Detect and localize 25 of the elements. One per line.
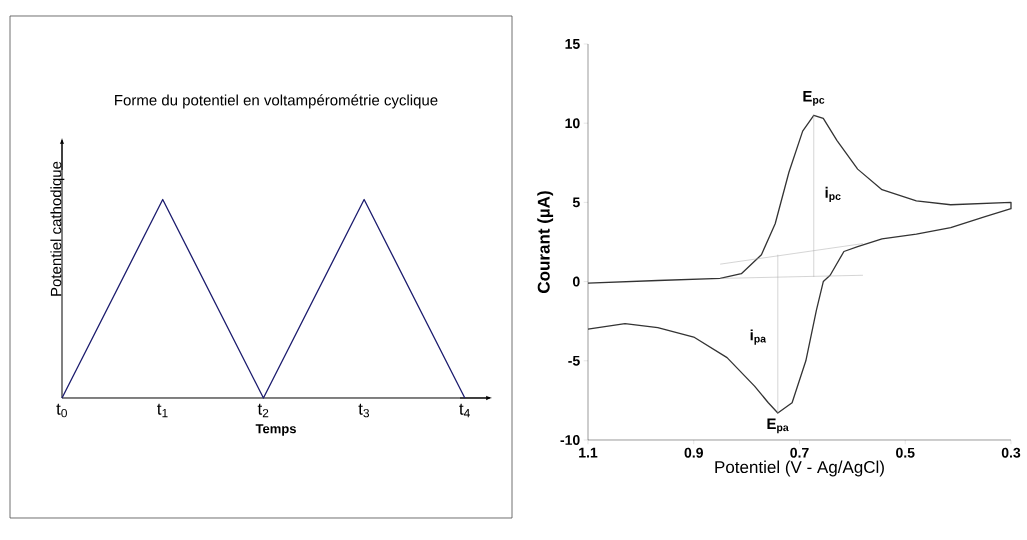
x-tick-label: 0.7 [790, 447, 809, 458]
x-tick-label: 0.3 [1001, 447, 1021, 458]
y-tick-label: -5 [568, 355, 580, 366]
x-tick-label: t$_{1}$ [157, 403, 168, 418]
y-tick-label: 15 [565, 39, 580, 49]
x-axis-title: Temps [255, 424, 296, 436]
x-tick-label: t$_{0}$ [56, 403, 67, 418]
y-tick-label: 0 [572, 276, 580, 287]
annotation: E$_{pc}$ [803, 91, 825, 106]
x-tick-label: 0.5 [896, 447, 915, 458]
x-tick-label: t$_{4}$ [459, 403, 470, 418]
y-tick-label: -10 [560, 435, 580, 445]
x-tick-label: 0.9 [684, 447, 703, 458]
x-tick-label: 1.1 [579, 447, 598, 458]
x-tick-label: t$_{3}$ [358, 403, 370, 418]
annotation: i$_{pa}$ [750, 329, 767, 345]
y-axis-title: Potentiel cathodique [50, 161, 65, 296]
annotation: E$_{pa}$ [767, 418, 789, 434]
x-axis-title: Potentiel (V - Ag/AgCl) [715, 460, 884, 477]
x-tick-label: t$_{2}$ [257, 403, 269, 418]
y-tick-label: 5 [572, 197, 580, 208]
annotation: i$_{pc}$ [825, 186, 841, 203]
y-axis-title: Courant (µA) [537, 191, 554, 293]
y-tick-label: 10 [565, 118, 580, 129]
chart-title: Forme du potentiel en voltampérométrie cyclique [115, 94, 438, 109]
